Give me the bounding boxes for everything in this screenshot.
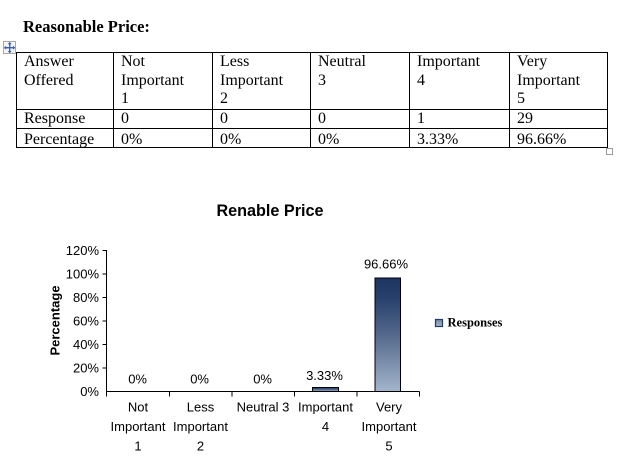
- svg-text:40%: 40%: [73, 337, 99, 352]
- svg-text:60%: 60%: [73, 313, 99, 328]
- svg-text:96.66%: 96.66%: [364, 257, 409, 272]
- svg-text:80%: 80%: [73, 290, 99, 305]
- svg-text:0%: 0%: [80, 384, 99, 399]
- svg-text:4: 4: [322, 419, 329, 434]
- svg-text:0%: 0%: [253, 372, 272, 387]
- svg-text:Important: Important: [173, 419, 228, 434]
- svg-text:5: 5: [385, 439, 392, 454]
- svg-text:Responses: Responses: [448, 316, 503, 330]
- svg-text:120%: 120%: [66, 243, 100, 258]
- svg-text:0%: 0%: [190, 372, 209, 387]
- svg-text:Important: Important: [298, 400, 353, 415]
- svg-text:3.33%: 3.33%: [306, 368, 343, 383]
- svg-text:Not: Not: [128, 400, 149, 415]
- svg-text:Neutral 3: Neutral 3: [237, 400, 290, 415]
- svg-text:2: 2: [197, 439, 204, 454]
- svg-text:Percentage: Percentage: [48, 285, 63, 355]
- svg-text:Very: Very: [376, 400, 403, 415]
- svg-text:100%: 100%: [66, 266, 100, 281]
- svg-text:Important: Important: [362, 419, 417, 434]
- svg-text:0%: 0%: [128, 372, 147, 387]
- svg-text:Important: Important: [111, 419, 166, 434]
- svg-text:1: 1: [134, 439, 141, 454]
- svg-text:Renable Price: Renable Price: [216, 202, 323, 220]
- svg-text:20%: 20%: [73, 360, 99, 375]
- svg-text:Less: Less: [187, 400, 215, 415]
